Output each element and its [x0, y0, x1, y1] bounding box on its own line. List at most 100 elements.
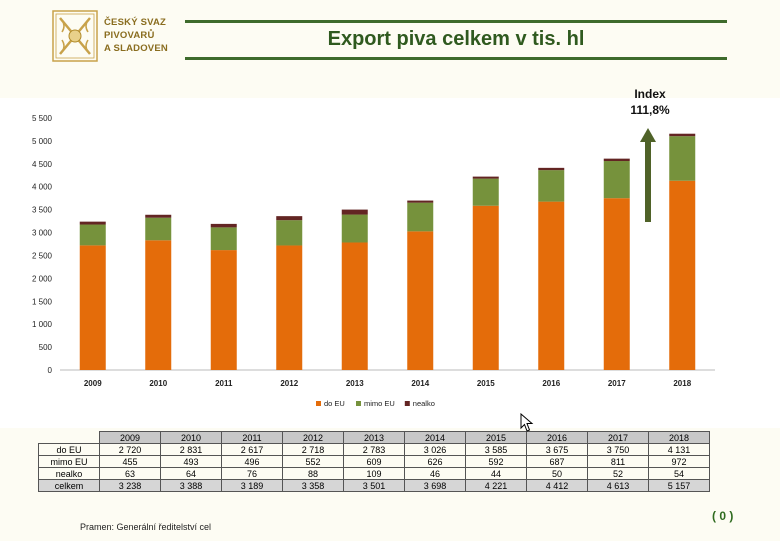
table-year-header: 2015: [465, 431, 527, 444]
y-tick-label: 3 500: [32, 206, 53, 215]
logo-line-2: PIVOVARŮ: [104, 30, 155, 41]
x-tick-label: 2013: [346, 379, 364, 388]
data-table: 2009 2010 2011 2012 2013 2014 2015 2016 2017 2018…: [38, 431, 710, 492]
y-tick-label: 2 000: [32, 274, 53, 283]
bar-segment-mimo-eu: [538, 170, 565, 202]
legend-label: nealko: [413, 399, 435, 408]
bar-segment-mimo-eu: [79, 224, 106, 246]
table-cell: 3 501: [343, 479, 405, 492]
x-tick-label: 2011: [215, 379, 233, 388]
x-tick-label: 2017: [608, 379, 626, 388]
legend-swatch: [316, 401, 321, 406]
table-year-header: 2017: [587, 431, 649, 444]
export-stacked-bar-chart: 0 500 1 000 1 500 2 000 2 500 3 000 3 500 4 000 4…: [32, 114, 715, 408]
logo-line-3: A SLADOVEN: [104, 43, 168, 54]
table-cell: 3 675: [526, 443, 588, 456]
table-cell: 64: [160, 467, 222, 480]
x-tick-label: 2018: [673, 379, 691, 388]
table-cell: 5 157: [648, 479, 710, 492]
legend-label: mimo EU: [364, 399, 395, 408]
table-cell: 626: [404, 455, 466, 468]
table-cell: 63: [99, 467, 161, 480]
table-row: do EU 2 720 2 831 2 617 2 718 2 783 3 026 3 585…: [38, 443, 710, 456]
bar-segment-do-eu: [538, 201, 565, 370]
table-year-header: 2018: [648, 431, 710, 444]
bar-segment-mimo-eu: [276, 220, 303, 246]
y-tick-label: 5 500: [32, 114, 53, 123]
bar-segment-do-eu: [79, 245, 106, 370]
mouse-cursor-icon: [520, 413, 534, 432]
bar-segment-nealko: [145, 214, 172, 218]
table-cell: 54: [648, 467, 710, 480]
y-tick-label: 5 000: [32, 137, 53, 146]
index-arrow-shaft: [645, 140, 651, 222]
table-cell: 2 831: [160, 443, 222, 456]
title-bottom-rule: [185, 57, 727, 60]
x-tick-label: 2014: [411, 379, 429, 388]
table-cell: 109: [343, 467, 405, 480]
index-arrow-head: [640, 128, 656, 142]
y-tick-label: 1 500: [32, 297, 53, 306]
x-tick-label: 2016: [542, 379, 560, 388]
table-cell: 3 750: [587, 443, 649, 456]
bar-segment-mimo-eu: [341, 214, 368, 243]
table-cell: 4 131: [648, 443, 710, 456]
table-cell: 44: [465, 467, 527, 480]
bar-segment-mimo-eu: [407, 202, 434, 232]
index-annotation: Index 111,8%: [620, 86, 680, 118]
y-tick-label: 2 500: [32, 251, 53, 260]
table-cell: 76: [221, 467, 283, 480]
bar-segment-do-eu: [669, 180, 696, 370]
table-cell: 455: [99, 455, 161, 468]
table-row: celkem 3 238 3 388 3 189 3 358 3 501 3 698 4 22…: [38, 479, 710, 492]
table-row-label: celkem: [38, 479, 100, 492]
table-year-header: 2012: [282, 431, 344, 444]
table-row: mimo EU 455 493 496 552 609 626 592 687 811 972: [38, 455, 710, 468]
y-tick-label: 4 500: [32, 160, 53, 169]
x-tick-label: 2012: [280, 379, 298, 388]
bar-segment-nealko: [276, 216, 303, 221]
table-row: nealko 63 64 76 88 109 46 44 50 52 54: [38, 467, 710, 480]
table-year-header: 2013: [343, 431, 405, 444]
x-tick-label: 2010: [149, 379, 167, 388]
y-tick-label: 500: [39, 343, 53, 352]
table-cell: 4 613: [587, 479, 649, 492]
logo: ČESKÝ SVAZ PIVOVARŮ A SLADOVEN: [52, 10, 172, 62]
bar-segment-nealko: [341, 209, 368, 215]
legend-swatch: [356, 401, 361, 406]
table-row-label: do EU: [38, 443, 100, 456]
bar-segment-mimo-eu: [669, 136, 696, 181]
table-year-header: 2014: [404, 431, 466, 444]
table-cell: 3 238: [99, 479, 161, 492]
table-cell: 609: [343, 455, 405, 468]
table-cell: 972: [648, 455, 710, 468]
table-cell: 3 585: [465, 443, 527, 456]
table-cell: 46: [404, 467, 466, 480]
y-tick-label: 4 000: [32, 183, 53, 192]
y-tick-label: 0: [48, 366, 53, 375]
table-year-header: 2009: [99, 431, 161, 444]
page-number: ( 0 ): [712, 509, 734, 523]
bar-segment-nealko: [210, 223, 237, 228]
page-title: Export piva celkem v tis. hl: [327, 28, 585, 50]
index-value: 111,8%: [630, 103, 670, 117]
table-year-header: 2010: [160, 431, 222, 444]
hops-emblem-icon: [52, 10, 98, 62]
x-tick-label: 2015: [477, 379, 495, 388]
bar-segment-nealko: [669, 133, 696, 137]
table-cell: 3 388: [160, 479, 222, 492]
table-cell: 592: [465, 455, 527, 468]
table-cell: 3 358: [282, 479, 344, 492]
table-cell: 52: [587, 467, 649, 480]
logo-line-1: ČESKÝ SVAZ: [104, 17, 167, 28]
bar-segment-mimo-eu: [145, 217, 172, 241]
legend-label: do EU: [324, 399, 345, 408]
bar-segment-do-eu: [276, 245, 303, 370]
table-cell: 2 720: [99, 443, 161, 456]
table-cell: 4 221: [465, 479, 527, 492]
table-cell: 4 412: [526, 479, 588, 492]
table-cell: 2 783: [343, 443, 405, 456]
y-tick-label: 3 000: [32, 229, 53, 238]
table-year-header: 2011: [221, 431, 283, 444]
bar-segment-nealko: [407, 200, 434, 203]
